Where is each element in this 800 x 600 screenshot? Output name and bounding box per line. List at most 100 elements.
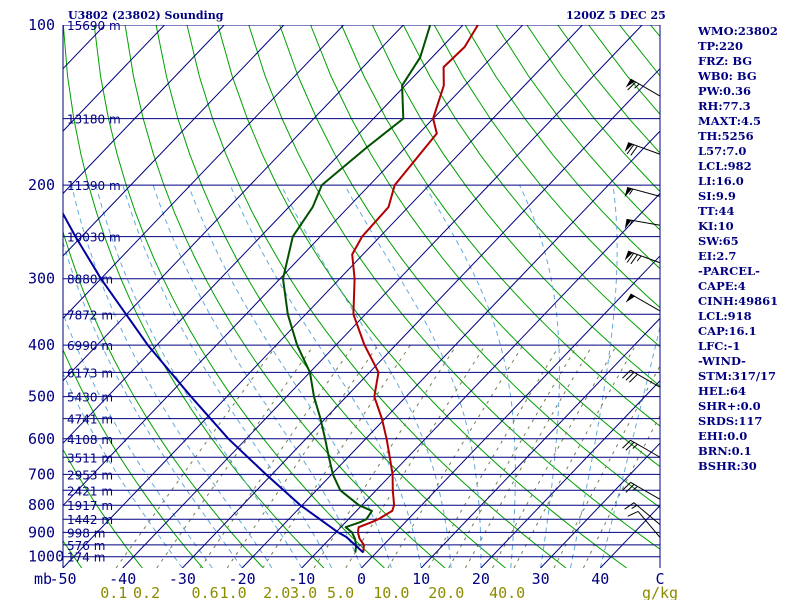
temperature-tick-label: -20	[229, 570, 256, 588]
moist-adiabat	[519, 184, 560, 568]
height-label: 8880 m	[67, 273, 113, 287]
isotherm-30	[540, 442, 660, 568]
isotherm--120	[63, 25, 165, 132]
index-item: BRN:0.1	[698, 444, 752, 458]
height-label: 7872 m	[67, 308, 113, 322]
index-item: STM:317/17	[698, 369, 777, 383]
mixing-ratio-line	[553, 364, 660, 568]
mixing-ratio-line	[492, 344, 618, 568]
moist-adiabat	[187, 184, 392, 568]
mixing-ratio-label: 20.0	[428, 584, 464, 600]
mixing-ratio-label: 3.0	[290, 584, 317, 600]
dry-adiabat	[371, 25, 660, 387]
dry-adiabat	[402, 25, 660, 348]
height-label: 15690 m	[67, 19, 121, 33]
height-label: 6173 m	[67, 366, 113, 380]
isotherm--80	[63, 25, 404, 382]
index-item: KI:10	[698, 219, 734, 233]
height-label: 1442 m	[67, 513, 113, 527]
index-item: -WIND-	[698, 354, 746, 368]
index-item: SW:65	[698, 234, 739, 248]
dewpoint-trace	[282, 25, 432, 553]
isotherm--60	[63, 25, 524, 507]
wind-barb	[622, 369, 661, 388]
temperature-tick-label: 10	[412, 570, 430, 588]
index-item: SHR+:0.0	[698, 399, 761, 413]
wind-barb	[624, 502, 661, 525]
index-item: LI:16.0	[698, 174, 744, 188]
wind-barb	[625, 293, 661, 312]
mixing-ratio-line	[226, 344, 379, 568]
index-item: LCL:982	[698, 159, 752, 173]
index-item: TT:44	[698, 204, 735, 218]
pressure-tick-label: 1000	[28, 548, 64, 566]
grid-lines	[63, 25, 660, 568]
moist-adiabat	[63, 240, 243, 568]
index-item: CINH:49861	[698, 294, 779, 308]
temperature-tick-label: -40	[109, 570, 136, 588]
index-item: MAXT:4.5	[698, 114, 761, 128]
wind-barb	[625, 78, 661, 97]
parcel-path-trace	[63, 211, 364, 554]
index-item: -PARCEL-	[698, 264, 760, 278]
mixing-ratio-line	[513, 344, 637, 568]
index-item: TH:5256	[698, 129, 754, 143]
index-item: RH:77.3	[698, 99, 751, 113]
dry-adiabat	[433, 25, 660, 309]
index-item: L57:7.0	[698, 144, 747, 158]
index-item: FRZ: BG	[698, 54, 753, 68]
mixing-ratio-label: 0.1	[100, 584, 127, 600]
temperature-trace	[351, 25, 479, 553]
height-label: 576 m	[67, 539, 105, 553]
isotherm-10	[420, 317, 660, 568]
wind-barb	[624, 187, 661, 198]
sounding-traces	[63, 25, 479, 554]
wind-axis-label: C	[655, 570, 664, 588]
mixing-ratio-label: 0.2	[133, 584, 160, 600]
mixing-ratio-line	[262, 344, 411, 568]
chart-title: U3802 (23802) Sounding	[68, 9, 224, 22]
height-label: 10030 m	[67, 231, 121, 245]
height-label: 4741 m	[67, 413, 113, 427]
isotherm--70	[63, 25, 464, 444]
mixing-ratio-label: 10.0	[373, 584, 409, 600]
mixing-ratio-unit: g/kg	[642, 584, 678, 600]
dry-adiabat	[248, 25, 660, 550]
temperature-tick-label: 40	[591, 570, 609, 588]
valid-time: 1200Z 5 DEC 25	[566, 9, 666, 22]
height-label: 1917 m	[67, 499, 113, 513]
isotherm--40	[122, 25, 643, 568]
index-item: EI:2.7	[698, 249, 737, 263]
height-label: 5430 m	[67, 391, 113, 405]
mixing-ratio-line	[448, 344, 579, 568]
isotherm--50	[63, 25, 583, 568]
wind-barb	[624, 250, 661, 265]
temperature-tick-label: 20	[472, 570, 490, 588]
stability-indices: WMO:23802 TP:220 FRZ: BG WB0: BG PW:0.36 RH:7…	[698, 24, 798, 474]
height-label: 4108 m	[67, 433, 113, 447]
wind-barb	[622, 481, 661, 500]
dry-adiabat	[186, 25, 567, 568]
pressure-tick-label: 800	[28, 496, 55, 514]
mixing-ratio-line	[156, 344, 315, 568]
isotherm--110	[63, 25, 225, 195]
temperature-tick-label: -50	[49, 570, 76, 588]
moist-adiabat	[424, 184, 516, 568]
moist-adiabat	[152, 184, 362, 568]
isotherm--20	[241, 130, 660, 568]
pressure-tick-label: 100	[28, 16, 55, 34]
moist-adiabat	[122, 184, 333, 568]
dry-adiabat	[279, 25, 660, 509]
pressure-tick-label: 400	[28, 336, 55, 354]
mixing-ratio-label: 2.0	[263, 584, 290, 600]
wind-barb	[624, 142, 661, 156]
dry-adiabat	[63, 25, 325, 568]
index-item: EHI:0.0	[698, 429, 748, 443]
index-item: WMO:23802	[698, 24, 778, 38]
dry-adiabat	[63, 229, 264, 568]
dry-adiabat	[63, 348, 204, 568]
mixing-ratio-label: 40.0	[489, 584, 525, 600]
dry-adiabat	[464, 25, 660, 270]
